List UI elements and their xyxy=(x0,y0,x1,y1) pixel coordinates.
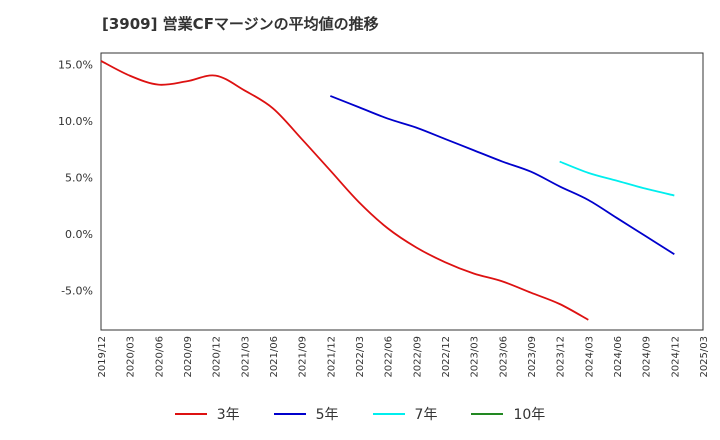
y-tick-label: 0.0% xyxy=(65,228,93,241)
y-tick-label: 15.0% xyxy=(58,58,93,71)
y-tick-label: 10.0% xyxy=(58,115,93,128)
legend-label: 7年 xyxy=(414,407,438,423)
legend-item: 3年 xyxy=(174,404,240,424)
plot-frame xyxy=(100,52,704,331)
x-tick-label: 2023/09 xyxy=(527,336,538,378)
x-tick-label: 2021/03 xyxy=(240,336,251,378)
x-tick-label: 2024/03 xyxy=(584,336,595,378)
series-lines xyxy=(100,60,675,321)
legend-swatch xyxy=(372,413,405,415)
legend-swatch xyxy=(174,413,207,415)
x-tick-label: 2020/03 xyxy=(126,336,137,378)
x-tick-label: 2020/06 xyxy=(154,336,165,378)
x-tick-label: 2020/09 xyxy=(183,336,194,378)
axes xyxy=(100,52,704,331)
legend-label: 5年 xyxy=(315,407,339,423)
x-tick-label: 2022/03 xyxy=(355,336,366,378)
y-tick-label: -5.0% xyxy=(61,284,93,297)
x-tick-label: 2021/06 xyxy=(269,336,280,378)
x-tick-label: 2025/03 xyxy=(699,336,710,378)
legend-item: 7年 xyxy=(372,404,438,424)
y-tick-label: 5.0% xyxy=(65,171,93,184)
x-tick-label: 2022/09 xyxy=(412,336,423,378)
x-tick-label: 2022/06 xyxy=(384,336,395,378)
x-tick-label: 2023/12 xyxy=(556,336,567,378)
x-tick-label: 2019/12 xyxy=(97,336,108,378)
x-tick-label: 2024/09 xyxy=(642,336,653,378)
series-line-1 xyxy=(100,60,589,321)
legend-label: 3年 xyxy=(216,407,240,423)
x-tick-label: 2022/12 xyxy=(441,336,452,378)
legend-item: 5年 xyxy=(273,404,339,424)
chart-title: [3909] 営業CFマージンの平均値の推移 xyxy=(102,15,379,33)
x-tick-label: 2023/03 xyxy=(470,336,481,378)
x-tick-label: 2020/12 xyxy=(212,336,223,378)
legend: 3年 5年 7年 10年 xyxy=(0,404,720,424)
x-tick-label: 2024/12 xyxy=(670,336,681,378)
x-tick-label: 2021/09 xyxy=(298,336,309,378)
x-tick-label: 2024/06 xyxy=(613,336,624,378)
series-line-2 xyxy=(329,95,675,256)
legend-item: 10年 xyxy=(471,404,545,424)
legend-swatch xyxy=(471,413,504,415)
series-line-3 xyxy=(559,160,675,197)
tick-labels: 15.0% 10.0% 5.0% 0.0% -5.0% 2019/12 2020/03 202… xyxy=(58,58,710,377)
x-tick-label: 2021/12 xyxy=(326,336,337,378)
x-tick-label: 2023/06 xyxy=(498,336,509,378)
legend-swatch xyxy=(273,413,306,415)
legend-label: 10年 xyxy=(513,407,546,423)
